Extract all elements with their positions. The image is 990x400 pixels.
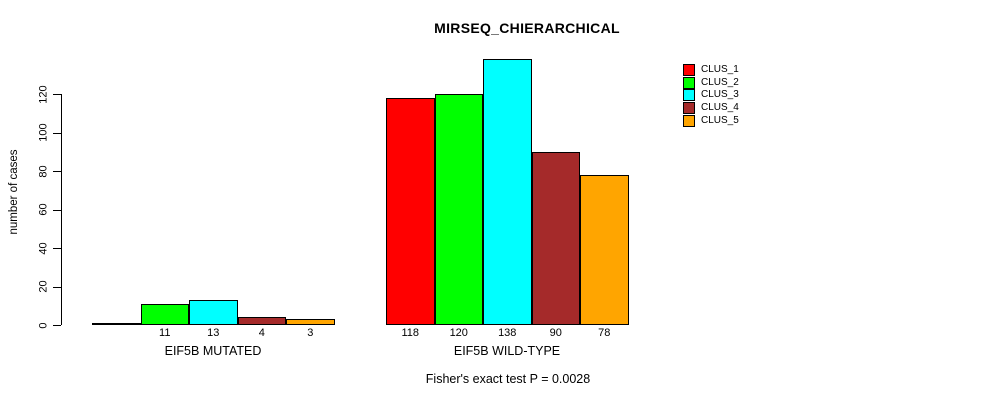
y-tick-label: 60 (37, 203, 50, 216)
group-label-wildtype: EIF5B WILD-TYPE (453, 344, 561, 358)
legend-item: CLUS_4 (683, 102, 739, 115)
bar (386, 97, 435, 325)
y-tick (53, 209, 61, 211)
legend-item: CLUS_2 (683, 76, 739, 90)
chart-title: MIRSEQ_CHIERARCHICAL (434, 20, 620, 36)
legend-swatch-icon (683, 64, 695, 77)
y-tick-label: 20 (37, 280, 50, 293)
legend-label: CLUS_1 (701, 64, 739, 76)
legend-item: CLUS_3 (683, 89, 739, 102)
legend-label: CLUS_2 (701, 76, 739, 88)
bar-value-label: 4 (258, 327, 265, 339)
bar (140, 303, 189, 325)
bar (483, 59, 532, 325)
y-tick-label: 0 (37, 321, 50, 329)
bar (286, 319, 335, 325)
legend-label: CLUS_4 (701, 102, 739, 114)
bar-value-label: 11 (159, 327, 171, 339)
y-tick (53, 325, 61, 326)
legend-label: CLUS_5 (701, 114, 739, 126)
legend-swatch-icon (683, 89, 695, 102)
bar-value-label: 120 (449, 327, 468, 339)
group-label-mutated: EIF5B MUTATED (164, 344, 262, 358)
legend-swatch-icon (683, 76, 695, 89)
y-tick (53, 132, 61, 134)
y-tick (53, 94, 61, 95)
y-axis-title: number of cases (8, 149, 20, 235)
y-axis-line (61, 94, 62, 325)
bar-value-label: 3 (307, 327, 314, 339)
legend-swatch-icon (683, 114, 695, 127)
bar (434, 94, 483, 325)
bar (189, 299, 238, 325)
y-tick-label: 120 (37, 84, 50, 104)
y-tick-label: 80 (37, 164, 50, 178)
y-tick (53, 171, 61, 172)
y-tick-label: 40 (37, 241, 50, 255)
y-tick-label: 100 (37, 123, 50, 142)
legend-label: CLUS_3 (701, 89, 739, 101)
bar (580, 174, 629, 325)
bar-value-label: 138 (498, 327, 517, 339)
bar (237, 317, 286, 325)
legend-item: CLUS_1 (683, 64, 739, 77)
y-tick (53, 286, 61, 288)
y-tick (53, 248, 61, 249)
legend: CLUS_1 CLUS_2 CLUS_3 CLUS_4 CLUS_5 (683, 64, 739, 127)
bar-value-label: 90 (549, 327, 562, 339)
bar-value-label: 118 (401, 327, 420, 339)
legend-swatch-icon (683, 102, 695, 115)
bar-value-label: 78 (598, 327, 611, 339)
bar-value-label: 13 (207, 327, 220, 339)
bar-zero-line (92, 323, 141, 325)
footer-stat-note: Fisher's exact test P = 0.0028 (425, 372, 591, 386)
bar (531, 151, 580, 325)
legend-item: CLUS_5 (683, 114, 739, 127)
